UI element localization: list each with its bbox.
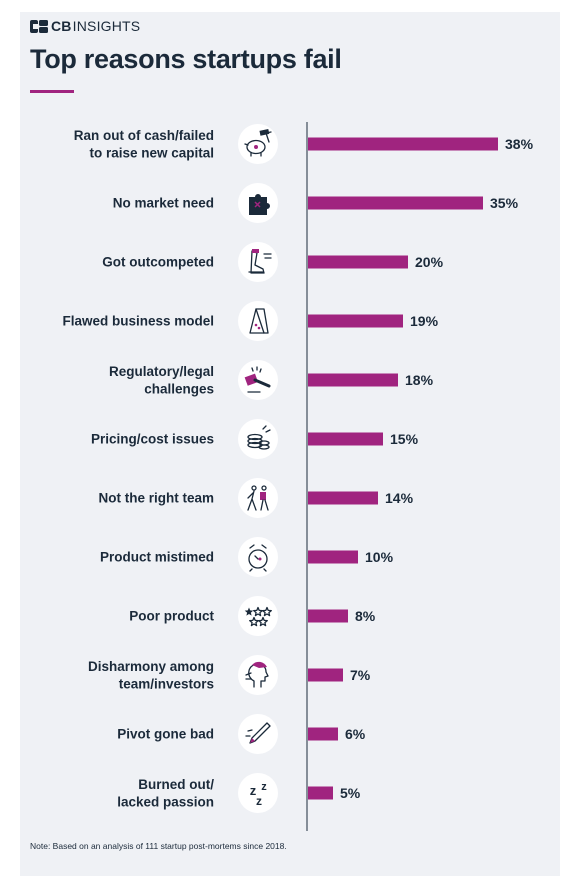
piggy-bank-hammer-icon: [238, 124, 278, 164]
puzzle-piece-icon: [238, 183, 278, 223]
alarm-clock-icon: [238, 537, 278, 577]
frustrated-person-icon: [238, 655, 278, 695]
gavel-icon: [238, 360, 278, 400]
svg-text:z: z: [256, 794, 262, 808]
bar: [308, 137, 498, 151]
category-label: Burned out/lacked passion: [117, 777, 214, 810]
value-label: 19%: [410, 313, 439, 329]
bar: [308, 550, 358, 564]
title-underline: [30, 90, 74, 93]
category-label: Product mistimed: [100, 550, 214, 565]
sleep-zzz-icon: z zz: [238, 773, 278, 813]
bar: [308, 727, 338, 741]
value-label: 15%: [390, 431, 419, 447]
value-label: 6%: [345, 726, 366, 742]
coin-stack-icon: [238, 419, 278, 459]
value-label: 10%: [365, 549, 394, 565]
bar: [308, 491, 378, 505]
value-label: 35%: [490, 195, 519, 211]
card-house-icon: [238, 301, 278, 341]
category-label: Flawed business model: [62, 314, 214, 329]
brand-logo: CB INSIGHTS: [30, 18, 140, 34]
value-label: 20%: [415, 254, 444, 270]
value-label: 14%: [385, 490, 414, 506]
brand-name-bold: CB: [51, 18, 72, 34]
category-label: Pricing/cost issues: [91, 432, 214, 447]
bar: [308, 609, 348, 623]
category-label: No market need: [113, 196, 214, 211]
bar: [308, 255, 408, 269]
bar: [308, 196, 483, 210]
value-label: 18%: [405, 372, 434, 388]
bar: [308, 314, 403, 328]
category-label: Poor product: [129, 609, 214, 624]
brand-name-rest: INSIGHTS: [72, 18, 141, 34]
star-rating-icon: [238, 596, 278, 636]
category-label: Disharmony among team/investors: [88, 659, 214, 692]
pencil-icon: [238, 714, 278, 754]
value-label: 5%: [340, 785, 361, 801]
category-label: Not the right team: [98, 491, 214, 506]
category-label: Pivot gone bad: [117, 727, 214, 742]
category-label: Regulatory/legal challenges: [109, 364, 214, 397]
bar: [308, 432, 383, 446]
cb-logo-icon: [30, 19, 48, 33]
footnote: Note: Based on an analysis of 111 startu…: [30, 841, 287, 851]
running-shoe-icon: [238, 242, 278, 282]
category-label: Ran out of cash/failed to raise new capit…: [74, 128, 214, 161]
svg-text:z: z: [261, 781, 267, 793]
svg-text:z: z: [250, 783, 257, 798]
chart-title: Top reasons startups fail: [30, 44, 342, 74]
bar: [308, 668, 343, 682]
value-label: 8%: [355, 608, 376, 624]
bar: [308, 373, 398, 387]
value-label: 38%: [505, 136, 534, 152]
category-label: Got outcompeted: [102, 255, 214, 270]
value-label: 7%: [350, 667, 371, 683]
bar: [308, 786, 333, 800]
infographic-card: [20, 12, 560, 876]
walking-people-icon: [238, 478, 278, 518]
